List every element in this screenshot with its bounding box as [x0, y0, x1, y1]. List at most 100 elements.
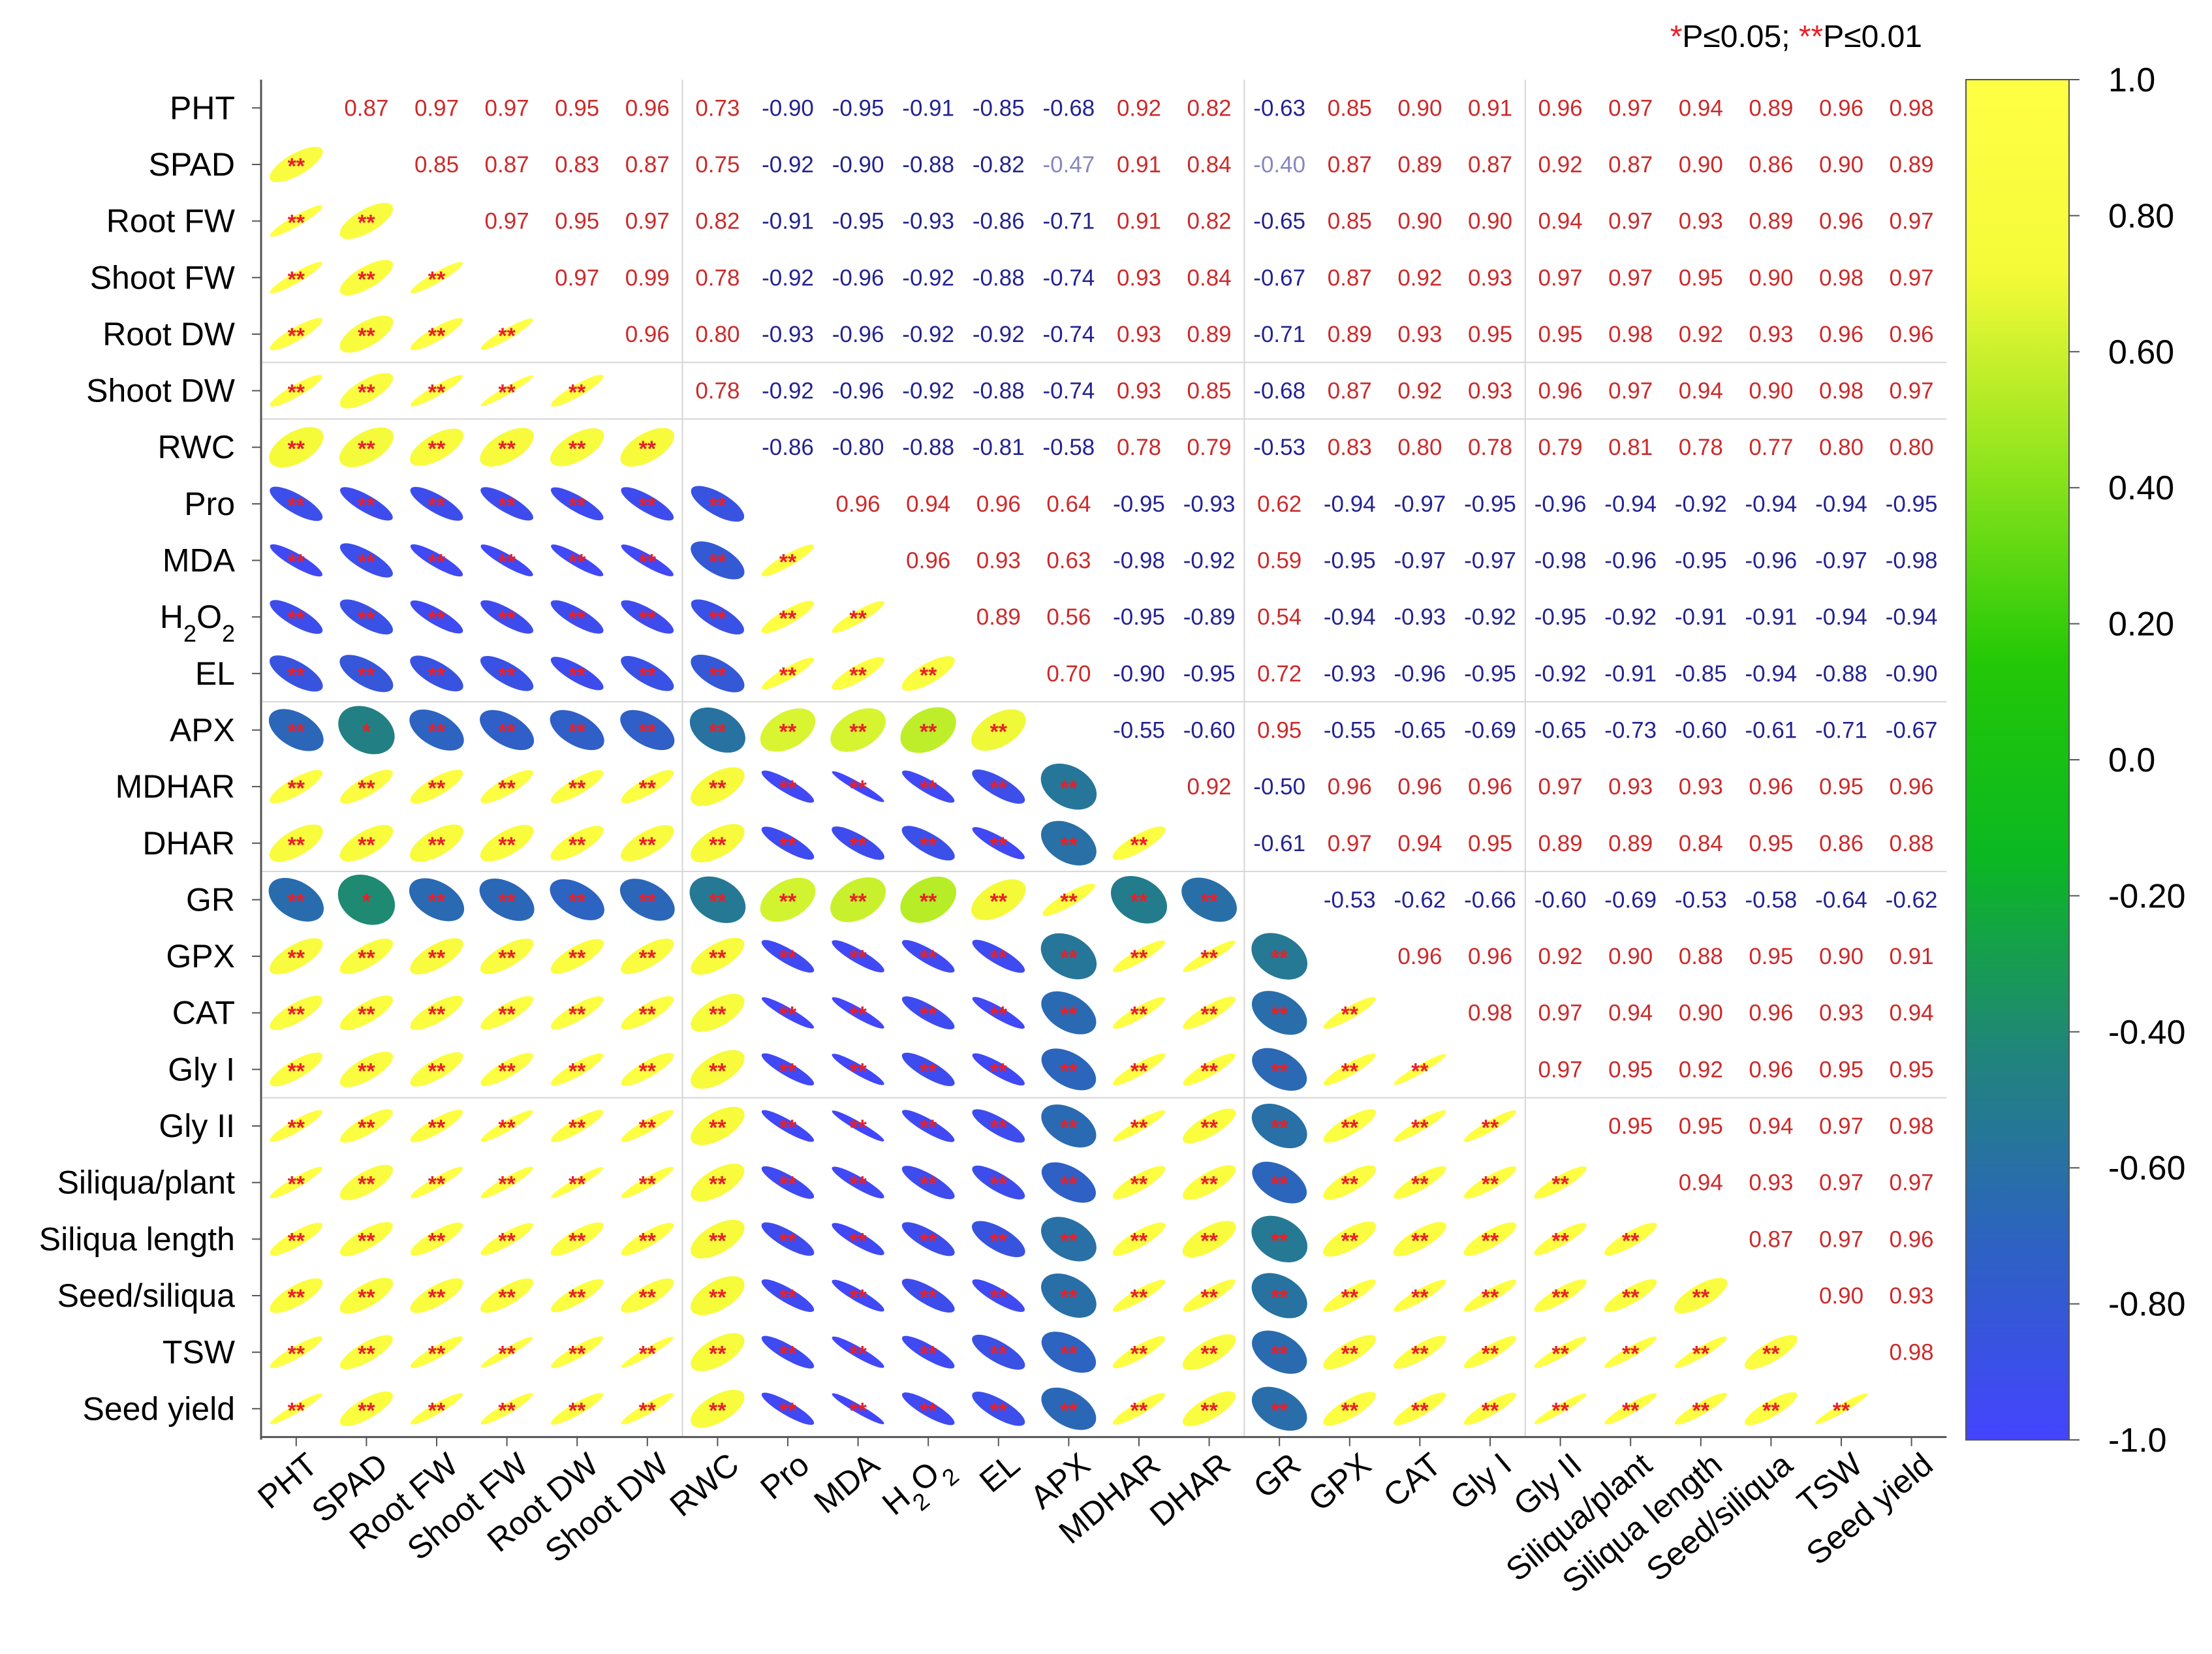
significance-stars: **	[849, 1059, 867, 1084]
correlation-ellipse	[1463, 1279, 1517, 1312]
correlation-value: 0.78	[1468, 435, 1512, 460]
correlation-ellipse	[480, 1166, 533, 1198]
correlation-value: 0.95	[555, 209, 599, 234]
correlation-ellipse	[550, 428, 604, 467]
significance-stars: **	[288, 663, 305, 688]
significance-stars: **	[288, 1059, 305, 1084]
correlation-value: 0.91	[1890, 944, 1934, 969]
significance-stars: **	[1482, 1342, 1499, 1367]
significance-stars: **	[849, 889, 867, 914]
significance-legend: *P≤0.05; **P≤0.01	[1670, 20, 1922, 54]
correlation-value: -0.73	[1604, 717, 1657, 743]
correlation-value: 0.94	[1679, 379, 1723, 404]
significance-stars: **	[1271, 1059, 1288, 1084]
correlation-ellipse	[410, 938, 463, 975]
correlation-value: 0.82	[1187, 209, 1232, 234]
correlation-ellipse	[1394, 1110, 1446, 1142]
correlation-ellipse	[901, 1222, 955, 1256]
significance-stars: **	[990, 946, 1008, 971]
correlation-ellipse	[480, 996, 533, 1030]
significance-stars: **	[498, 1398, 516, 1423]
significance-stars: **	[1271, 946, 1288, 971]
correlation-value: 0.93	[1749, 1170, 1793, 1196]
correlation-value: 0.89	[1608, 831, 1653, 856]
correlation-ellipse	[339, 202, 394, 240]
correlation-ellipse	[1112, 1223, 1166, 1256]
significance-stars: **	[1482, 1172, 1499, 1197]
row-label: SPAD	[149, 146, 235, 183]
correlation-value: 0.83	[1328, 435, 1372, 460]
significance-stars: **	[1200, 1003, 1218, 1027]
correlation-value: -0.89	[1183, 604, 1236, 630]
correlation-value: 0.95	[555, 95, 599, 121]
correlation-value: -0.88	[973, 379, 1025, 404]
correlation-value: 0.85	[1328, 95, 1372, 121]
significance-stars: **	[1762, 1342, 1780, 1367]
significance-stars: **	[849, 776, 867, 801]
correlation-ellipse	[1463, 1222, 1517, 1256]
correlation-value: 0.97	[1538, 1001, 1583, 1026]
significance-stars: **	[709, 1059, 726, 1084]
correlation-ellipse	[621, 1166, 674, 1198]
correlation-value: 0.90	[1608, 944, 1653, 969]
significance-stars: **	[639, 1342, 657, 1367]
correlation-value: 0.91	[1468, 95, 1512, 121]
correlation-value: 0.83	[555, 152, 599, 178]
correlation-ellipse	[620, 710, 675, 751]
significance-stars: **	[709, 1172, 726, 1197]
correlation-value: 0.96	[1397, 944, 1442, 969]
significance-stars: **	[1622, 1285, 1640, 1310]
significance-stars: **	[1411, 1116, 1429, 1140]
correlation-ellipse	[480, 1110, 533, 1142]
column-label: H2O2	[875, 1446, 963, 1531]
significance-stars: **	[779, 1116, 797, 1140]
correlation-value: 0.62	[1257, 492, 1301, 517]
significance-stars: **	[1130, 946, 1148, 971]
correlation-value: -0.95	[1324, 548, 1376, 574]
correlation-ellipse	[902, 770, 955, 803]
correlation-value: -0.92	[902, 379, 954, 404]
correlation-value: -0.95	[1183, 661, 1236, 687]
correlation-ellipse	[551, 1053, 604, 1086]
significance-stars: **	[1271, 1398, 1288, 1423]
correlation-ellipse	[480, 600, 533, 634]
correlation-ellipse	[270, 600, 323, 634]
significance-stars: **	[1271, 1116, 1288, 1140]
significance-stars: **	[779, 833, 797, 858]
significance-stars: **	[358, 437, 375, 461]
correlation-value: -0.40	[1253, 152, 1305, 178]
significance-stars: **	[990, 889, 1008, 914]
correlation-ellipse	[339, 938, 394, 975]
significance-stars: **	[920, 1398, 937, 1423]
significance-stars: **	[498, 1342, 516, 1367]
correlation-ellipse	[760, 708, 816, 752]
correlation-value: -0.92	[762, 152, 814, 178]
correlation-value: 0.95	[1819, 1057, 1863, 1082]
significance-stars: **	[849, 1228, 867, 1253]
correlation-ellipse	[621, 487, 674, 521]
row-label: PHT	[170, 89, 235, 126]
correlation-ellipse	[410, 655, 463, 692]
correlation-ellipse	[620, 428, 675, 467]
significance-stars: **	[920, 833, 937, 858]
correlation-ellipse	[901, 826, 955, 861]
correlation-ellipse	[691, 993, 745, 1032]
significance-stars: **	[639, 1059, 657, 1084]
correlation-value: -0.91	[902, 95, 954, 121]
correlation-value: -0.95	[1113, 492, 1165, 517]
correlation-value: 0.95	[1890, 1057, 1934, 1082]
correlation-ellipse	[268, 878, 324, 922]
significance-stars: **	[709, 550, 726, 575]
significance-stars: **	[920, 1059, 937, 1084]
correlation-value: -0.92	[1183, 548, 1236, 574]
correlation-ellipse	[340, 487, 393, 521]
correlation-ellipse	[410, 262, 463, 294]
significance-stars: **	[639, 437, 657, 461]
significance-stars: **	[1060, 1398, 1078, 1423]
correlation-value: 0.97	[1890, 1170, 1934, 1196]
significance-stars: **	[639, 1172, 657, 1197]
correlation-ellipse	[761, 940, 815, 973]
correlation-ellipse	[1252, 1161, 1307, 1204]
significance-stars: **	[428, 663, 446, 688]
correlation-value: -0.69	[1464, 717, 1516, 743]
